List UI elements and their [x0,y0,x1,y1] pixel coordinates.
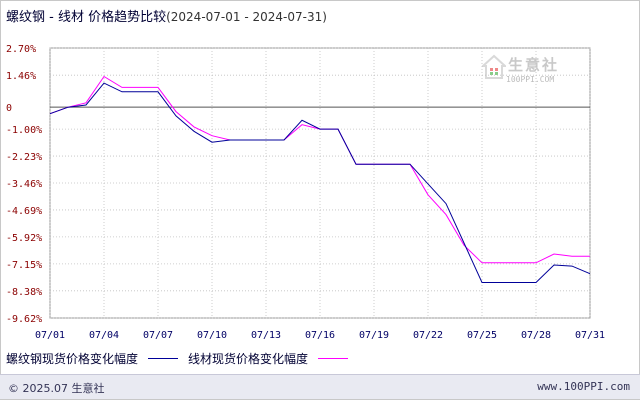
y-tick-label: -5.92% [6,233,42,244]
x-tick-label: 07/01 [35,330,65,341]
y-tick-label: 2.70% [6,44,36,55]
footer-bar: © 2025.07 生意社 www.100PPI.com [0,374,640,399]
chart-title-main: 螺纹钢 - 线材 价格趋势比较 [6,10,167,25]
legend-swatch-series2 [318,358,349,359]
x-tick-label: 07/31 [575,330,605,341]
chart-title: 螺纹钢 - 线材 价格趋势比较(2024-07-01 - 2024-07-31) [6,6,327,25]
y-tick-label: -2.23% [6,152,42,163]
footer-site-link[interactable]: www.100PPI.com [537,380,630,393]
watermark-url: 100PPI.COM [506,75,555,84]
series-line-1 [49,82,591,283]
x-tick-label: 07/28 [521,330,551,341]
x-axis-ticks: 07/01 07/04 07/07 07/10 07/13 07/16 07/19 07/22… [35,330,605,341]
grid [49,47,591,319]
series-lines [49,75,591,283]
chart-title-range: (2024-07-01 - 2024-07-31) [166,10,327,24]
x-tick-label: 07/04 [89,330,119,341]
y-tick-label: -8.38% [6,287,42,298]
x-tick-label: 07/19 [359,330,389,341]
legend-swatch-series1 [148,358,179,359]
x-tick-label: 07/25 [467,330,497,341]
legend: 螺纹钢现货价格变化幅度 线材现货价格变化幅度 [6,350,358,367]
x-tick-label: 07/22 [413,330,443,341]
x-tick-label: 07/16 [305,330,335,341]
legend-label-series2: 线材现货价格变化幅度 [188,352,309,366]
y-tick-label: 0 [6,103,12,114]
y-axis-ticks: 2.70% 1.46% 0 -1.00% -2.23% -3.46% -4.69% -5.92… [6,44,42,325]
footer-copyright: © 2025.07 生意社 [8,382,105,395]
y-tick-label: -3.46% [6,179,42,190]
x-tick-label: 07/10 [197,330,227,341]
watermark-text: 生意社 [508,56,560,74]
watermark: 生意社 100PPI.COM [480,54,578,94]
x-tick-label: 07/13 [251,330,281,341]
y-tick-label: -1.00% [6,125,42,136]
house-logo-icon [480,54,508,79]
legend-label-series1: 螺纹钢现货价格变化幅度 [6,352,139,366]
y-tick-label: -9.62% [6,314,42,325]
x-tick-label: 07/07 [143,330,173,341]
y-tick-label: -7.15% [6,260,42,271]
y-tick-label: -4.69% [6,206,42,217]
y-tick-label: 1.46% [6,71,36,82]
